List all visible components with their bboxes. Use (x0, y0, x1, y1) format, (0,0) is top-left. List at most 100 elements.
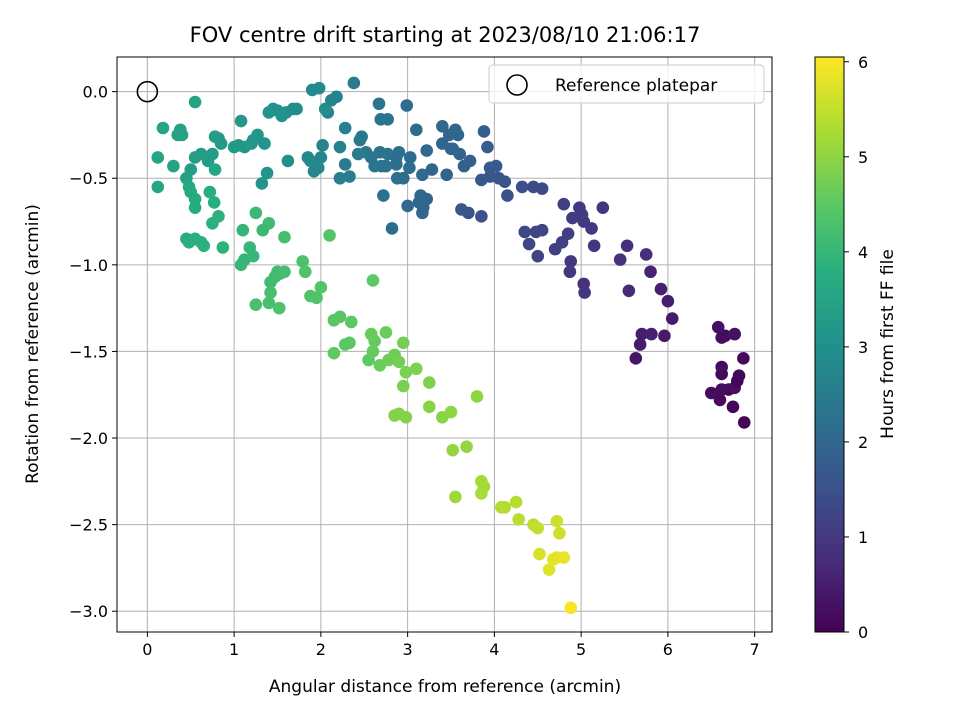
data-point (390, 171, 404, 185)
data-point (557, 197, 571, 211)
data-point (553, 526, 566, 540)
data-point (264, 286, 277, 299)
data-point (343, 170, 356, 183)
y-tick-label: 0.0 (83, 83, 108, 102)
data-point (316, 139, 329, 152)
data-point (343, 336, 356, 350)
colorbar-tick-label: 0 (858, 623, 868, 642)
data-point (296, 255, 309, 268)
data-point (281, 154, 295, 168)
data-point (262, 296, 276, 310)
data-point (509, 495, 523, 509)
y-tick-label: −0.5 (69, 169, 108, 188)
data-point (442, 128, 456, 142)
data-point (726, 400, 740, 414)
colorbar-tick-label: 3 (858, 338, 868, 357)
data-point (272, 301, 286, 315)
y-tick-label: −2.0 (69, 429, 108, 448)
colorbar-tick-label: 2 (858, 433, 868, 452)
data-point (665, 312, 679, 325)
data-point (212, 210, 225, 223)
data-point (399, 410, 413, 424)
data-point (327, 346, 341, 360)
data-point (457, 159, 471, 173)
data-point (416, 206, 429, 220)
y-tick-label: −1.0 (69, 256, 108, 275)
data-point (633, 338, 647, 351)
data-point (390, 151, 403, 164)
data-point (475, 173, 488, 187)
data-point (216, 241, 230, 254)
data-point (323, 229, 336, 242)
data-point (347, 76, 361, 90)
data-point (301, 151, 315, 164)
data-point (728, 327, 741, 341)
data-point (338, 121, 352, 135)
data-point (477, 125, 491, 138)
data-point (440, 168, 453, 182)
data-point (312, 81, 326, 95)
data-point (444, 405, 458, 419)
colorbar-label: Hours from first FF file (878, 249, 898, 439)
data-point (234, 258, 248, 272)
colorbar-tick-label: 1 (858, 528, 868, 547)
data-point (392, 355, 406, 369)
data-point (715, 383, 728, 396)
data-point (188, 151, 202, 164)
data-point (531, 249, 545, 263)
x-axis-label: Angular distance from reference (arcmin) (269, 677, 621, 697)
data-point (564, 601, 578, 615)
data-point (333, 310, 347, 324)
data-point (167, 159, 180, 173)
data-point (333, 171, 347, 185)
data-point (412, 196, 426, 209)
data-point (732, 369, 746, 382)
data-point (550, 514, 564, 528)
data-point (344, 315, 358, 329)
data-point (208, 130, 222, 143)
data-point (278, 230, 291, 244)
data-point (396, 336, 410, 350)
y-axis-ticks: 0.0 −0.5 −1.0 −1.5 −2.0 −2.5 −3.0 (69, 83, 117, 621)
y-axis-label: Rotation from reference (arcmin) (23, 204, 43, 484)
data-point (403, 151, 417, 164)
data-point (515, 180, 529, 194)
data-point (410, 123, 423, 137)
x-tick-label: 3 (403, 640, 413, 659)
reference-point-marker (136, 80, 159, 103)
data-point (258, 137, 271, 150)
x-tick-label: 0 (142, 640, 152, 659)
chart-title: FOV centre drift starting at 2023/08/10 … (190, 23, 701, 47)
data-point (629, 352, 643, 365)
data-point (368, 334, 381, 348)
legend-box (488, 64, 765, 104)
data-point (388, 409, 401, 422)
data-point (527, 180, 540, 194)
data-point (249, 298, 263, 311)
colorbar-tick-label: 6 (858, 53, 868, 72)
data-point (338, 158, 352, 171)
data-point (639, 248, 653, 261)
data-point (542, 563, 556, 576)
data-point (522, 237, 536, 251)
data-point (151, 180, 165, 194)
data-point (262, 216, 276, 230)
data-point (587, 239, 601, 253)
data-point (564, 255, 578, 268)
legend-marker (506, 74, 528, 96)
data-point (310, 291, 323, 305)
data-point (227, 140, 241, 154)
data-point (578, 286, 591, 299)
data-point (436, 119, 449, 133)
data-point (498, 501, 512, 514)
data-point (366, 345, 380, 358)
data-point (208, 163, 222, 176)
data-point (436, 137, 449, 150)
data-point (460, 440, 473, 453)
plot-frame (116, 56, 773, 633)
data-point (379, 326, 393, 339)
x-tick-label: 4 (489, 640, 499, 659)
data-point (475, 487, 488, 500)
data-point (548, 242, 562, 256)
data-point (512, 513, 525, 526)
